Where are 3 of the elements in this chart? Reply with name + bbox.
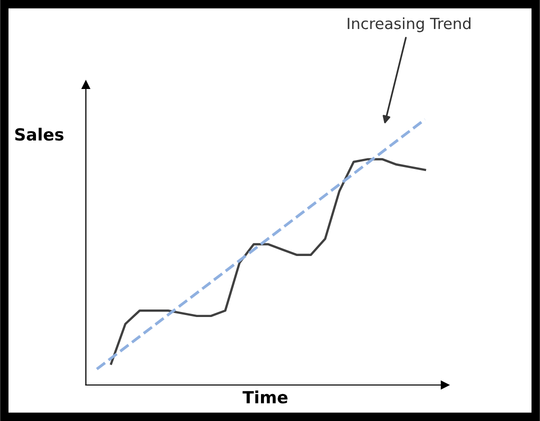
x-axis-title: Time (242, 390, 288, 404)
y-axis-title: Sales (15, 128, 64, 141)
text: Increasing Trend (348, 17, 470, 32)
